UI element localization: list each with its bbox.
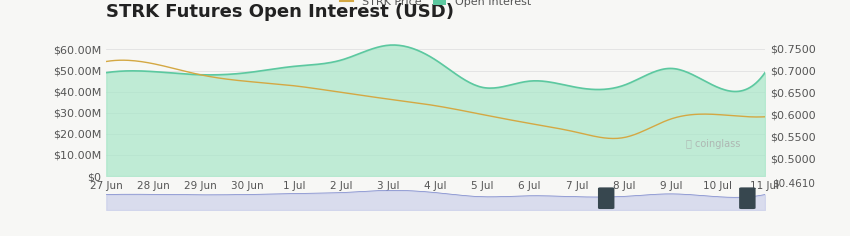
FancyBboxPatch shape — [598, 187, 615, 209]
Text: STRK Futures Open Interest (USD): STRK Futures Open Interest (USD) — [106, 3, 454, 21]
Text: 🪙 coinglass: 🪙 coinglass — [686, 139, 740, 149]
FancyBboxPatch shape — [740, 187, 756, 209]
Legend: STRK Price, Open Interest: STRK Price, Open Interest — [336, 0, 536, 12]
Text: $0.4610: $0.4610 — [772, 179, 815, 189]
